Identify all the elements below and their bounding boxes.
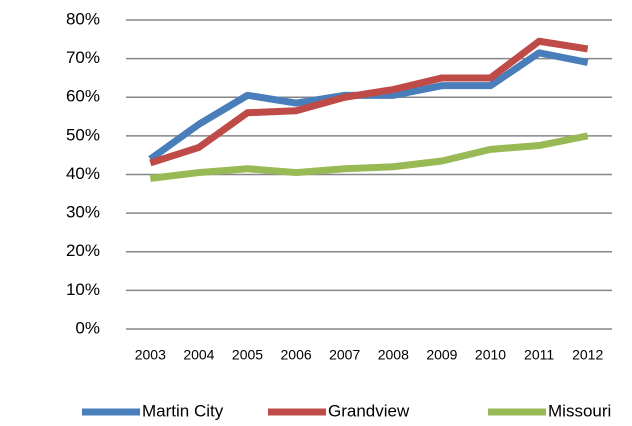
series-line [149, 132, 589, 182]
x-tick-label: 2008 [378, 347, 409, 363]
series-line [149, 37, 589, 167]
x-tick-label: 2007 [329, 347, 360, 363]
y-tick-label: 30% [66, 203, 100, 222]
x-tick-label: 2006 [281, 347, 312, 363]
legend-label: Missouri [548, 401, 611, 420]
y-tick-label: 20% [66, 241, 100, 260]
x-tick-label: 2003 [135, 347, 166, 363]
y-tick-label: 80% [66, 9, 100, 28]
x-tick-label: 2009 [426, 347, 457, 363]
x-tick-label: 2010 [475, 347, 506, 363]
series-line [148, 49, 589, 162]
legend-label: Grandview [328, 401, 410, 420]
y-tick-label: 0% [75, 318, 100, 337]
legend-label: Martin City [142, 401, 224, 420]
x-tick-label: 2011 [524, 347, 554, 363]
y-tick-label: 70% [66, 48, 100, 67]
y-tick-label: 60% [66, 87, 100, 106]
y-tick-label: 50% [66, 125, 100, 144]
y-tick-label: 10% [66, 280, 100, 299]
x-tick-label: 2005 [232, 347, 263, 363]
x-tick-label: 2004 [183, 347, 214, 363]
y-tick-label: 40% [66, 164, 100, 183]
x-tick-label: 2012 [572, 347, 603, 363]
